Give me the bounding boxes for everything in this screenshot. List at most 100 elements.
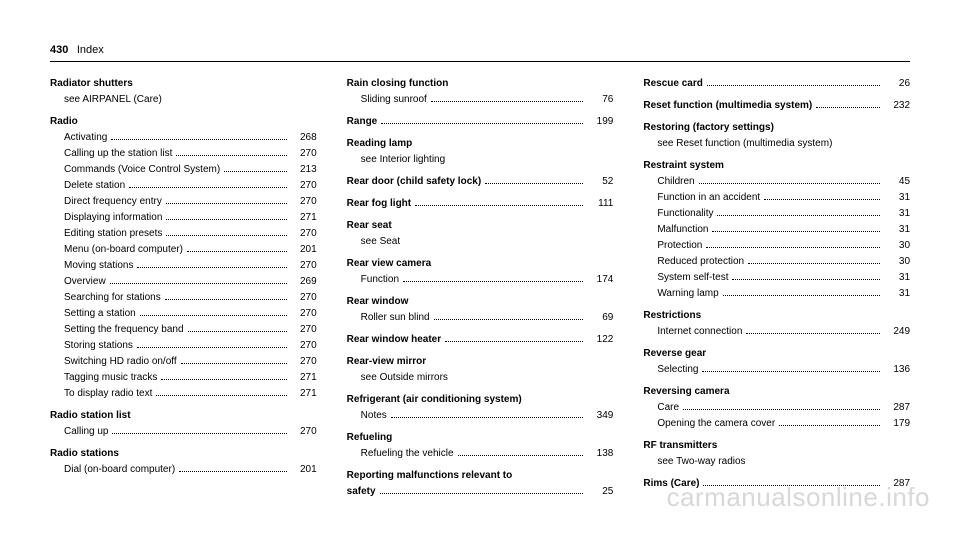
index-entry: Displaying information271 (50, 210, 317, 226)
page-number: 430 (50, 44, 68, 56)
index-entry: Overview269 (50, 274, 317, 290)
index-entry-page: 268 (291, 130, 317, 146)
index-entry-page: 136 (884, 362, 910, 378)
index-entry-page: 249 (884, 324, 910, 340)
index-entry-page: 270 (291, 306, 317, 322)
index-heading-entry: Rescue card26 (643, 76, 910, 92)
index-see-reference: see AIRPANEL (Care) (50, 92, 317, 108)
index-entry-label: Storing stations (64, 338, 133, 354)
index-entry-label: Commands (Voice Control System) (64, 162, 220, 178)
leader-dots (723, 295, 880, 296)
leader-dots (403, 281, 583, 282)
leader-dots (445, 341, 583, 342)
index-entry-label: Editing station presets (64, 226, 162, 242)
index-entry-label: Malfunction (657, 222, 708, 238)
leader-dots (732, 279, 880, 280)
index-heading: Reporting malfunctions relevant to (347, 468, 614, 484)
index-entry-label: Rear window heater (347, 332, 441, 348)
index-entry-label: Notes (361, 408, 387, 424)
index-entry-label: Reduced protection (657, 254, 744, 270)
index-entry-page: 271 (291, 386, 317, 402)
leader-dots (111, 139, 286, 140)
index-entry-page: 199 (587, 114, 613, 130)
leader-dots (181, 363, 287, 364)
index-heading-entry: Rear door (child safety lock) 52 (347, 174, 614, 190)
index-entry-label: Roller sun blind (361, 310, 430, 326)
index-entry: Opening the camera cover179 (643, 416, 910, 432)
watermark: carmanualsonline.info (667, 482, 930, 513)
index-entry: Protection30 (643, 238, 910, 254)
index-heading: Rear-view mirror (347, 354, 614, 370)
index-entry-page: 31 (884, 206, 910, 222)
index-entry-label: Dial (on-board computer) (64, 462, 175, 478)
index-entry-page: 25 (587, 484, 613, 500)
index-entry: Refueling the vehicle138 (347, 446, 614, 462)
leader-dots (224, 171, 287, 172)
index-entry: Direct frequency entry270 (50, 194, 317, 210)
index-entry-label: Sliding sunroof (361, 92, 427, 108)
index-entry-page: 232 (884, 98, 910, 114)
index-see-reference: see Two-way radios (643, 454, 910, 470)
leader-dots (156, 395, 286, 396)
index-entry: Storing stations 270 (50, 338, 317, 354)
index-entry-page: 270 (291, 290, 317, 306)
index-entry-label: Switching HD radio on/off (64, 354, 177, 370)
index-entry-label: Rear door (child safety lock) (347, 174, 481, 190)
index-entry: Calling up270 (50, 424, 317, 440)
leader-dots (137, 267, 286, 268)
index-column-3: Rescue card26Reset function (multimedia … (643, 76, 910, 500)
index-entry-label: Rear fog light (347, 196, 411, 212)
index-entry-page: 270 (291, 354, 317, 370)
index-heading: Rear seat (347, 218, 614, 234)
index-entry: Functionality 31 (643, 206, 910, 222)
index-entry-label: Setting the frequency band (64, 322, 184, 338)
index-entry-page: 52 (587, 174, 613, 190)
page-title: Index (77, 44, 104, 56)
index-entry-page: 349 (587, 408, 613, 424)
index-entry-label: Moving stations (64, 258, 133, 274)
index-entry-page: 31 (884, 222, 910, 238)
index-entry-page: 201 (291, 242, 317, 258)
index-heading: Radio (50, 114, 317, 130)
index-entry: Switching HD radio on/off 270 (50, 354, 317, 370)
leader-dots (431, 101, 584, 102)
leader-dots (179, 471, 287, 472)
index-heading-entry: Rear window heater122 (347, 332, 614, 348)
index-heading: Reverse gear (643, 346, 910, 362)
index-entry: Setting a station270 (50, 306, 317, 322)
leader-dots (779, 425, 880, 426)
index-page: 430 Index Radiator shutterssee AIRPANEL … (0, 0, 960, 500)
index-entry: Notes 349 (347, 408, 614, 424)
index-entry-label: Warning lamp (657, 286, 718, 302)
index-entry-page: 270 (291, 424, 317, 440)
leader-dots (161, 379, 286, 380)
leader-dots (764, 199, 880, 200)
index-entry: Calling up the station list270 (50, 146, 317, 162)
leader-dots (702, 371, 880, 372)
index-entry: Sliding sunroof76 (347, 92, 614, 108)
leader-dots (166, 235, 286, 236)
page-header: 430 Index (50, 40, 910, 62)
index-entry-label: Searching for stations (64, 290, 161, 306)
index-heading: Restoring (factory settings) (643, 120, 910, 136)
index-heading: Restrictions (643, 308, 910, 324)
index-entry-page: 270 (291, 226, 317, 242)
index-entry: Internet connection249 (643, 324, 910, 340)
leader-dots (485, 183, 583, 184)
index-entry-label: Functionality (657, 206, 713, 222)
leader-dots (707, 85, 880, 86)
index-entry-page: 69 (587, 310, 613, 326)
index-heading: Reversing camera (643, 384, 910, 400)
index-entry-label: Range (347, 114, 378, 130)
leader-dots (112, 433, 286, 434)
index-entry-page: 31 (884, 270, 910, 286)
index-columns: Radiator shutterssee AIRPANEL (Care)Radi… (50, 76, 910, 500)
index-entry-page: 31 (884, 190, 910, 206)
index-entry: Children45 (643, 174, 910, 190)
index-heading-entry: Rear fog light111 (347, 196, 614, 212)
index-entry-page: 270 (291, 338, 317, 354)
index-entry: Malfunction 31 (643, 222, 910, 238)
index-entry-page: 271 (291, 370, 317, 386)
leader-dots (381, 123, 583, 124)
index-see-reference: see Interior lighting (347, 152, 614, 168)
